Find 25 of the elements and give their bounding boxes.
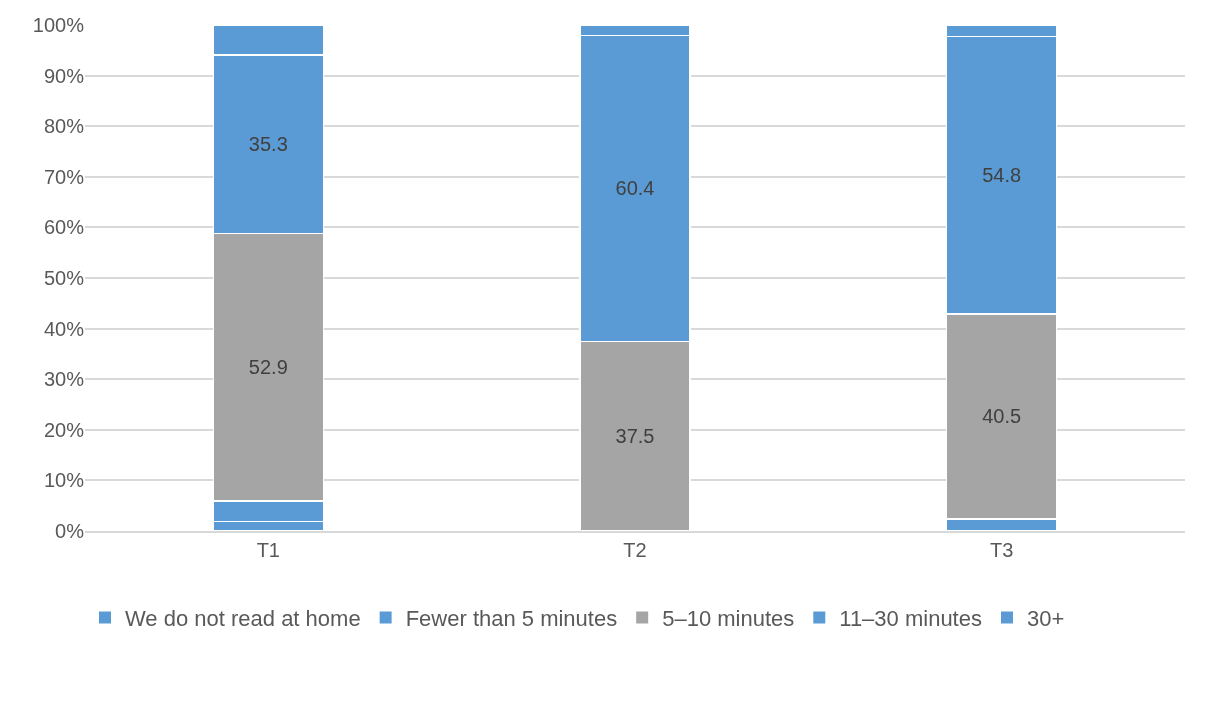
y-tick-label: 70% [43, 165, 85, 188]
legend-label: 5–10 minutes [662, 606, 795, 632]
y-tick-label: 0% [55, 520, 85, 542]
y-tick-label: 30% [43, 368, 85, 391]
y-tick-label: 50% [43, 267, 85, 289]
data-label: 40.5 [982, 405, 1022, 428]
y-tick-label: 20% [43, 418, 85, 441]
y-tick-label: 10% [43, 469, 85, 492]
x-tick-label: T3 [990, 539, 1014, 561]
y-tick-label: 100% [32, 14, 85, 36]
y-tick-label: 80% [43, 115, 85, 138]
data-label: 60.4 [615, 177, 655, 200]
y-tick-label: 40% [43, 317, 85, 340]
x-tick-label: T1 [256, 539, 280, 561]
data-label: 52.9 [248, 356, 288, 379]
legend-label: 11–30 minutes [839, 606, 982, 632]
x-tick-label: T2 [623, 539, 647, 561]
legend-label: 30+ [1026, 606, 1065, 632]
y-tick-label: 90% [43, 64, 85, 87]
legend-label: Fewer than 5 minutes [405, 606, 618, 632]
data-label: 35.3 [248, 133, 288, 156]
data-label: 37.5 [615, 425, 655, 448]
data-label: 54.8 [982, 164, 1022, 187]
legend-label: We do not read at home [125, 606, 361, 632]
y-tick-label: 60% [43, 216, 85, 239]
